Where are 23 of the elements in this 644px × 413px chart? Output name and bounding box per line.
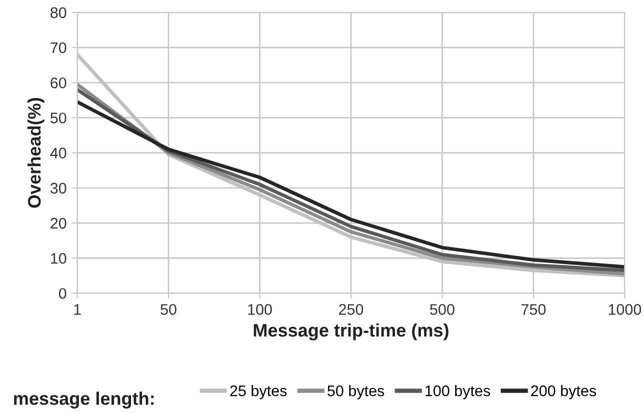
x-tick-label: 250 [339,304,364,315]
legend-label: 50 bytes [328,385,384,400]
legend-label: 100 bytes [426,385,490,400]
x-tick-label: 750 [521,304,546,315]
legend-label: 200 bytes [531,385,596,400]
legend-title: message length: [14,392,154,409]
x-tick-label: 500 [430,304,454,315]
y-tick-label: 60 [50,77,66,88]
x-axis-title: Message trip-time (ms) [254,323,448,340]
y-tick-label: 40 [50,148,66,158]
x-tick-label: 1000 [608,304,642,315]
y-tick-label: 30 [50,182,66,194]
x-tick-label: 100 [248,304,272,315]
y-tick-label: 20 [50,218,66,229]
legend-label: 25 bytes [230,385,287,400]
y-tick-label: 50 [50,112,66,124]
x-tick-label: 50 [160,304,176,315]
x-tick-label: 1 [74,304,81,315]
y-tick-label: 0 [58,288,66,299]
y-tick-label: 10 [51,252,66,264]
y-tick-label: 70 [50,42,66,54]
y-axis-title: Overhead(%) [27,98,44,208]
y-tick-label: 80 [50,7,66,18]
